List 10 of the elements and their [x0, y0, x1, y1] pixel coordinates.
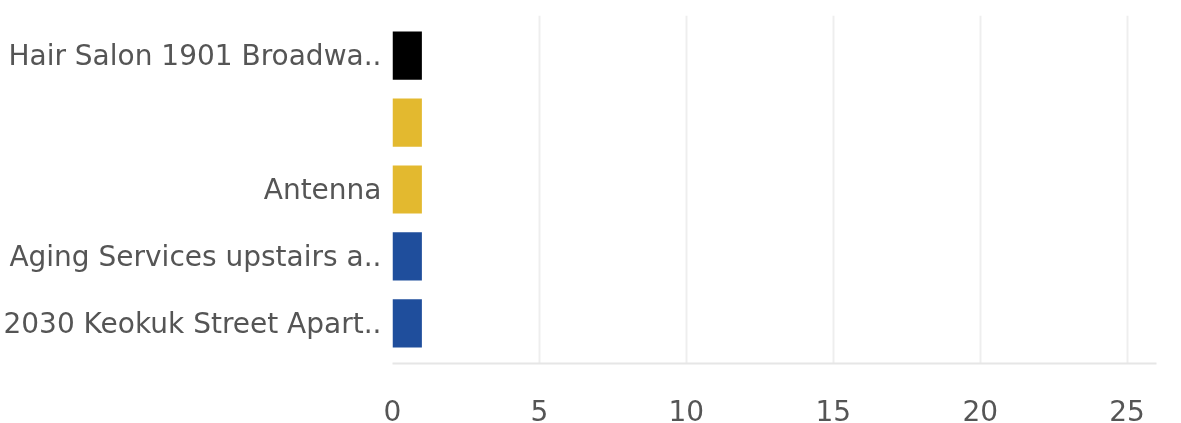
x-tick-label: 5 — [530, 394, 549, 423]
x-tick-label: 20 — [962, 394, 999, 423]
x-tick-label: 25 — [1109, 394, 1145, 423]
y-tick-label: 2030 Keokuk Street Apart.. — [3, 306, 382, 340]
x-tick-label: 15 — [815, 394, 852, 423]
x-tick-label: 10 — [668, 394, 705, 423]
y-tick-label: Aging Services upstairs a.. — [9, 239, 382, 273]
y-tick-label: Hair Salon 1901 Broadwa.. — [8, 39, 382, 73]
y-tick-label: Antenna — [263, 173, 382, 206]
x-tick-label: 0 — [383, 394, 402, 423]
